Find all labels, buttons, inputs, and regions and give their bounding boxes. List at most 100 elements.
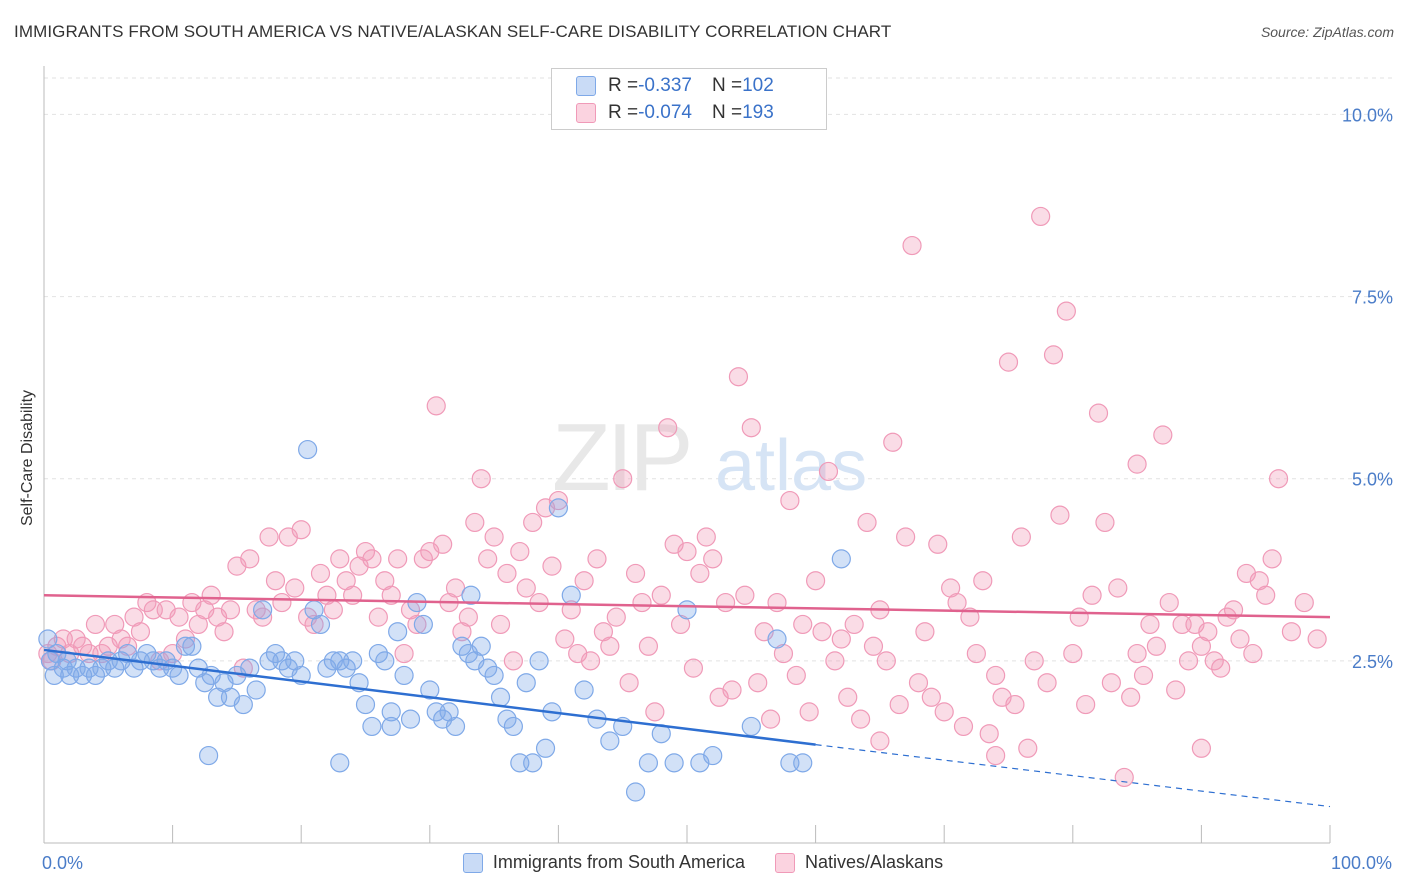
point-natives — [1159, 592, 1179, 613]
point-natives — [1024, 651, 1044, 671]
legend-swatch-pink — [775, 852, 796, 873]
trend-line-natives — [43, 594, 1331, 619]
point-natives — [844, 614, 864, 635]
point-natives — [1056, 301, 1076, 321]
point-natives — [1018, 738, 1038, 758]
point-natives — [889, 694, 909, 715]
point-natives — [921, 687, 941, 707]
point-natives — [908, 673, 929, 693]
legend-r-value: -0.074 — [638, 102, 692, 123]
point-immigrants — [413, 614, 433, 635]
point-natives — [998, 352, 1019, 372]
point-natives — [240, 549, 260, 569]
point-natives — [1043, 345, 1064, 365]
point-natives — [863, 636, 884, 656]
series-legend: Immigrants from South America Natives/Al… — [0, 852, 1406, 873]
point-natives — [465, 512, 485, 533]
point-immigrants — [330, 753, 350, 773]
point-natives — [638, 636, 659, 656]
point-natives — [272, 592, 292, 613]
point-natives — [928, 534, 948, 554]
point-natives — [1133, 665, 1154, 686]
legend-item-natives[interactable]: Natives/Alaskans — [775, 852, 943, 873]
chart-title: IMMIGRANTS FROM SOUTH AMERICA VS NATIVE/… — [14, 22, 892, 41]
y-tick-label: 2.5% — [1352, 652, 1393, 672]
point-natives — [760, 709, 781, 729]
point-natives — [587, 549, 607, 569]
point-natives — [831, 629, 851, 649]
point-natives — [555, 629, 575, 649]
point-natives — [1166, 680, 1186, 700]
point-immigrants — [523, 753, 543, 773]
point-natives — [960, 607, 980, 627]
point-immigrants — [625, 782, 646, 802]
point-natives — [1095, 512, 1115, 533]
point-natives — [253, 607, 273, 627]
x-tick-max: 100.0% — [1330, 853, 1392, 873]
point-natives — [1082, 585, 1102, 605]
point-immigrants — [38, 629, 58, 649]
point-immigrants — [638, 753, 659, 773]
point-natives — [735, 585, 755, 605]
point-natives — [1088, 403, 1109, 423]
point-natives — [780, 490, 800, 511]
point-natives — [986, 745, 1006, 766]
point-natives — [1211, 658, 1231, 678]
point-immigrants — [471, 636, 491, 656]
point-immigrants — [336, 658, 356, 678]
correlation-legend: R = -0.337 N = 102 R = -0.074 N = 193 — [551, 68, 827, 130]
point-natives — [1069, 607, 1089, 627]
point-immigrants — [381, 702, 401, 722]
trend-lines — [43, 594, 1331, 808]
point-immigrants — [362, 716, 382, 737]
point-natives — [291, 520, 311, 540]
point-natives — [851, 709, 871, 729]
point-natives — [645, 702, 665, 722]
point-natives — [947, 592, 967, 613]
point-immigrants — [388, 622, 408, 642]
point-immigrants — [452, 636, 472, 656]
point-natives — [201, 585, 221, 605]
point-natives — [1204, 651, 1224, 671]
point-natives — [883, 432, 903, 452]
point-immigrants — [394, 665, 414, 686]
point-natives — [259, 527, 279, 547]
point-natives — [677, 541, 697, 562]
legend-row-immigrants: R = -0.337 N = 102 — [576, 75, 774, 97]
legend-r-label: R = — [608, 75, 639, 96]
point-natives — [896, 527, 916, 547]
point-natives — [857, 512, 877, 533]
point-natives — [407, 614, 427, 635]
point-natives — [1101, 673, 1121, 693]
y-tick-label: 7.5% — [1352, 288, 1393, 308]
point-natives — [471, 469, 491, 489]
point-immigrants — [240, 658, 260, 678]
point-natives — [715, 592, 736, 613]
point-natives — [606, 607, 626, 627]
point-natives — [220, 600, 241, 620]
point-natives — [870, 731, 890, 751]
point-natives — [169, 607, 189, 627]
point-natives — [1031, 206, 1051, 227]
y-tick-labels: 2.5% 5.0% 7.5% 10.0% — [1342, 105, 1393, 671]
point-natives — [413, 549, 433, 569]
legend-row-natives: R = -0.074 N = 193 — [576, 102, 774, 124]
point-natives — [838, 687, 858, 707]
point-natives — [658, 418, 678, 438]
point-natives — [1108, 578, 1128, 598]
point-immigrants — [253, 600, 273, 620]
series-immigrants-points — [38, 439, 851, 802]
point-natives — [786, 665, 806, 686]
point-natives — [323, 600, 343, 620]
point-natives — [812, 622, 832, 642]
legend-item-immigrants[interactable]: Immigrants from South America — [462, 852, 745, 873]
point-natives — [986, 665, 1006, 686]
point-natives — [902, 235, 922, 256]
point-natives — [542, 556, 562, 576]
point-natives — [741, 418, 761, 438]
point-natives — [368, 607, 388, 627]
point-natives — [246, 600, 266, 620]
point-natives — [580, 651, 601, 671]
point-natives — [433, 534, 453, 554]
